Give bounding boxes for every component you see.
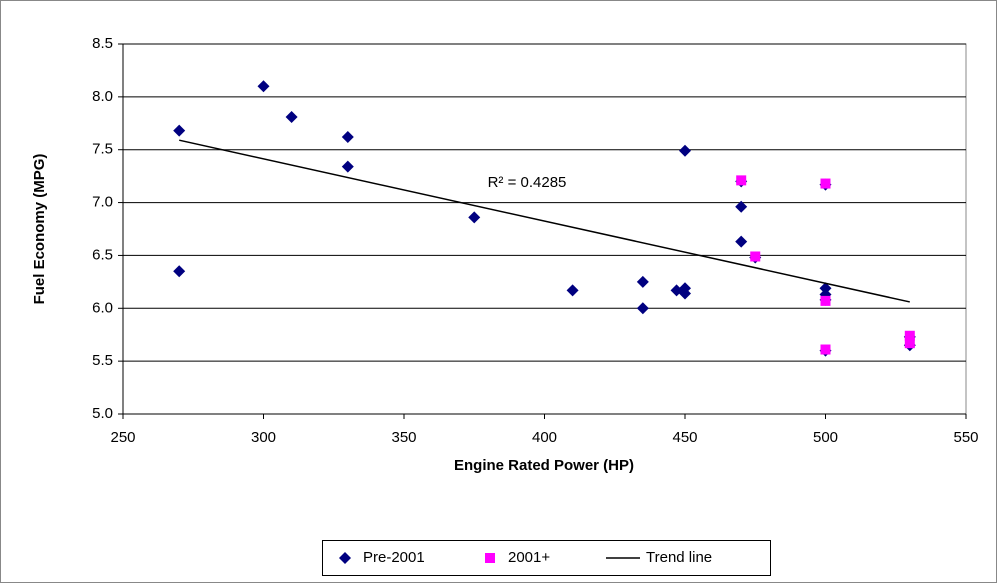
- point: [904, 330, 915, 341]
- x-tick-label: 550: [953, 429, 978, 446]
- y-tick-label: 7.5: [92, 141, 113, 158]
- point: [820, 344, 831, 355]
- point: [819, 282, 832, 295]
- legend-box: [322, 540, 771, 576]
- point: [341, 160, 354, 173]
- point: [566, 284, 579, 297]
- y-axis-title: Fuel Economy (MPG): [31, 154, 48, 305]
- point: [173, 265, 186, 278]
- x-tick-label: 300: [251, 429, 276, 446]
- y-tick-label: 7.0: [92, 194, 113, 211]
- legend-label: Trend line: [646, 549, 712, 566]
- point: [173, 124, 186, 137]
- legend-label: 2001+: [508, 549, 550, 566]
- point: [285, 110, 298, 123]
- point: [636, 275, 649, 288]
- point: [904, 338, 915, 349]
- point: [636, 302, 649, 315]
- y-tick-label: 5.5: [92, 352, 113, 369]
- point: [735, 200, 748, 213]
- point: [736, 175, 747, 186]
- trend-line: [179, 139, 910, 303]
- x-tick-label: 400: [532, 429, 557, 446]
- x-tick-label: 500: [813, 429, 838, 446]
- x-tick-label: 350: [391, 429, 416, 446]
- point: [820, 295, 831, 306]
- x-tick-label: 450: [672, 429, 697, 446]
- point: [679, 287, 691, 300]
- x-axis-title: Engine Rated Power (HP): [454, 457, 634, 474]
- y-tick-label: 5.0: [92, 405, 113, 422]
- legend-label: Pre-2001: [363, 549, 425, 566]
- point: [820, 178, 831, 189]
- point: [468, 211, 481, 224]
- point: [257, 80, 270, 93]
- y-tick-label: 8.0: [92, 88, 113, 105]
- legend-marker: [339, 552, 351, 564]
- y-tick-label: 6.5: [92, 246, 113, 263]
- y-tick-label: 6.0: [92, 299, 113, 316]
- point: [750, 251, 761, 262]
- annotation: R² = 0.4285: [488, 174, 567, 191]
- legend-marker: [485, 553, 495, 563]
- y-tick-label: 8.5: [92, 35, 113, 52]
- point: [735, 235, 748, 248]
- point: [341, 131, 354, 144]
- point: [679, 144, 691, 157]
- plot-area: [122, 43, 967, 415]
- x-tick-label: 250: [110, 429, 135, 446]
